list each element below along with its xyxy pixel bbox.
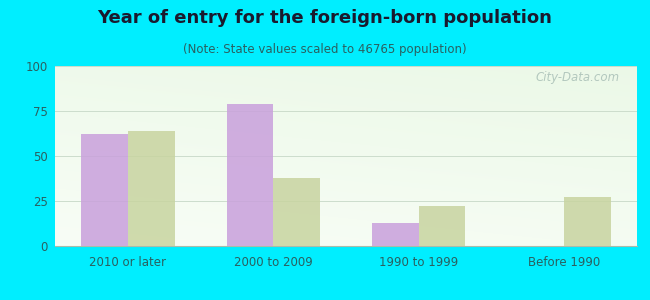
Bar (372, 223, 419, 246)
Text: Year of entry for the foreign-born population: Year of entry for the foreign-born popul… (98, 9, 552, 27)
Bar (128, 131, 174, 246)
Bar (81, 134, 128, 246)
Bar (419, 206, 465, 246)
Bar (227, 104, 274, 246)
Text: City-Data.com: City-Data.com (536, 71, 619, 84)
Bar (274, 178, 320, 246)
Text: (Note: State values scaled to 46765 population): (Note: State values scaled to 46765 popu… (183, 44, 467, 56)
Bar (564, 197, 611, 246)
